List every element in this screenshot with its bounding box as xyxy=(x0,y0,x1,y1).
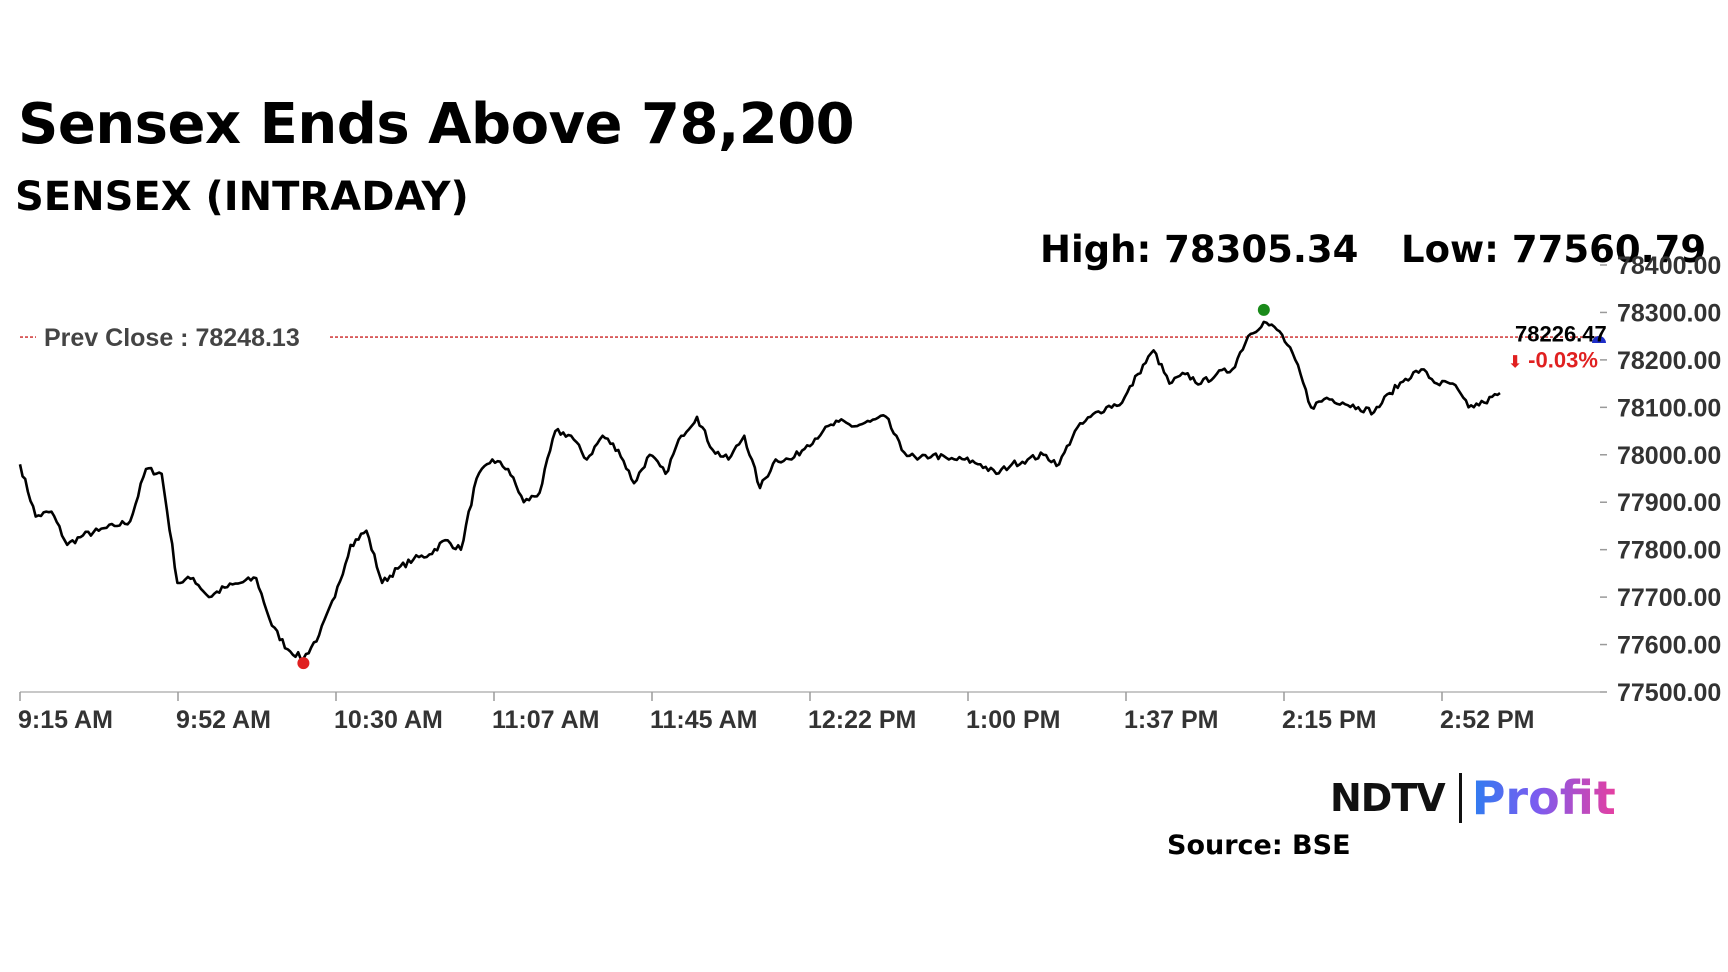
sensex-price-line xyxy=(18,320,1501,661)
logo-profit-text: Profit xyxy=(1471,771,1616,825)
y-tick-label: 77600.00 xyxy=(1617,632,1721,660)
last-price-marker xyxy=(1592,336,1606,344)
x-tick-label: 9:15 AM xyxy=(18,706,113,734)
prev-close-label: Prev Close : 78248.13 xyxy=(44,324,300,352)
high-label: High: 78305.34 xyxy=(1040,228,1359,271)
x-tick-label: 12:22 PM xyxy=(808,706,916,734)
chart-subtitle: SENSEX (INTRADAY) xyxy=(15,174,469,220)
logo-divider xyxy=(1458,773,1462,823)
x-tick-label: 11:45 AM xyxy=(650,706,757,734)
x-tick-label: 9:52 AM xyxy=(176,706,271,734)
x-tick-label: 2:15 PM xyxy=(1282,706,1376,734)
change-label: ⬇ -0.03% xyxy=(1508,347,1598,372)
x-tick-label: 10:30 AM xyxy=(334,706,443,734)
logo-ndtv-text: NDTV xyxy=(1330,776,1446,820)
y-tick-label: 77500.00 xyxy=(1617,679,1721,707)
low-marker xyxy=(297,657,310,670)
x-tick-label: 1:00 PM xyxy=(966,706,1060,734)
x-tick-label: 11:07 AM xyxy=(492,706,599,734)
y-tick-label: 77700.00 xyxy=(1617,584,1721,612)
y-tick-label: 78000.00 xyxy=(1617,442,1721,470)
last-value-label: 78226.47 xyxy=(1515,321,1607,346)
high-marker xyxy=(1257,303,1270,316)
y-tick-label: 78100.00 xyxy=(1617,394,1721,422)
x-tick-label: 1:37 PM xyxy=(1124,706,1218,734)
y-tick-label: 77900.00 xyxy=(1617,489,1721,517)
y-tick-label: 78400.00 xyxy=(1617,252,1721,280)
y-tick-label: 78200.00 xyxy=(1617,347,1721,375)
x-tick-label: 2:52 PM xyxy=(1440,706,1534,734)
low-label: Low: 77560.79 xyxy=(1401,228,1707,271)
ndtv-profit-logo: NDTV Profit xyxy=(1330,768,1616,828)
y-tick-label: 78300.00 xyxy=(1617,299,1721,327)
source-note: Source: BSE xyxy=(1167,830,1351,861)
chart-title: Sensex Ends Above 78,200 xyxy=(18,92,855,157)
y-tick-label: 77800.00 xyxy=(1617,537,1721,565)
